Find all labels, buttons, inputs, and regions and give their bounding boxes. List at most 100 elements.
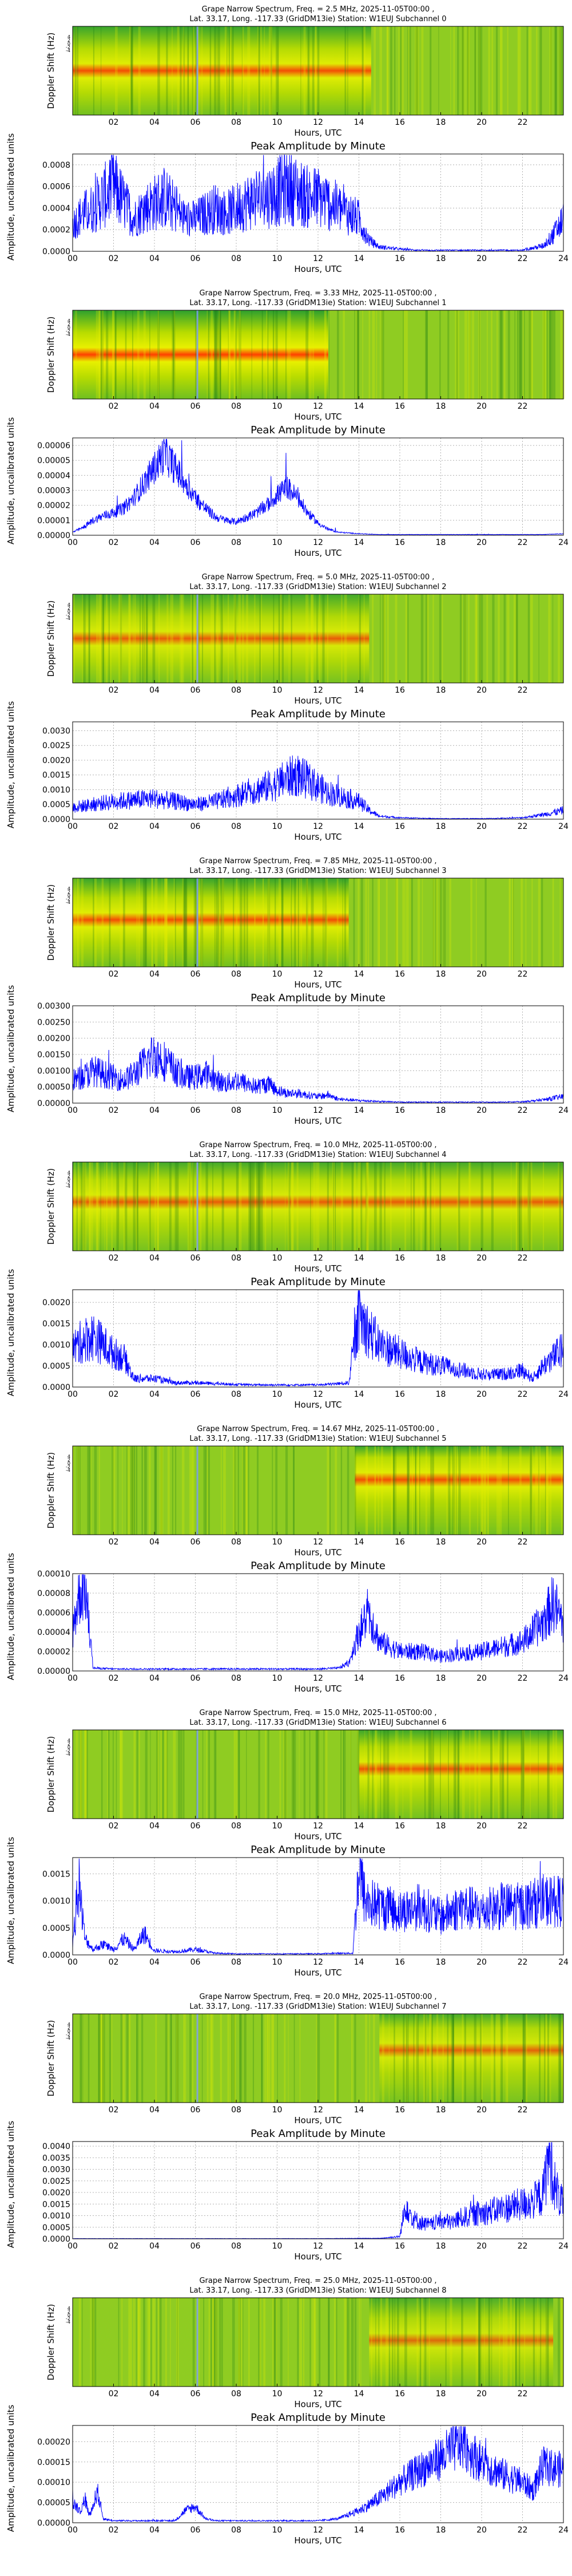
spectrogram-ytick-label: -4 — [66, 1468, 70, 1473]
spectrogram-streak — [192, 1162, 194, 1251]
spectrogram-streak — [214, 310, 217, 399]
amplitude-xtick-label: 08 — [231, 822, 241, 831]
spectrogram-streak — [157, 2298, 160, 2387]
spectrogram-streak — [261, 2014, 263, 2103]
spectrogram-xtick-label: 06 — [190, 1822, 201, 1831]
amplitude-xtick-label: 06 — [190, 1674, 201, 1683]
spectrogram-streak — [479, 26, 483, 115]
spectrogram-streak — [498, 1730, 501, 1819]
spectrogram-streak — [164, 878, 167, 967]
spectrogram-streak — [166, 1730, 168, 1819]
spectrogram-streak — [130, 1446, 133, 1535]
spectrogram-streak — [387, 594, 389, 683]
amplitude-xtick-label: 14 — [354, 1106, 364, 1115]
spectrogram-streak — [380, 310, 383, 399]
spectrogram-streak — [515, 2298, 517, 2387]
spectrogram-streak — [528, 1162, 530, 1251]
spectrogram-streak — [329, 1446, 331, 1535]
spectrogram-streak — [456, 310, 458, 399]
spectrogram-active-band — [73, 1162, 563, 1251]
amplitude-xtick-label: 04 — [149, 2526, 160, 2535]
spectrogram-streak — [142, 594, 144, 683]
spectrogram-streak — [408, 1446, 411, 1535]
amplitude-frame — [72, 1005, 564, 1104]
spectrogram-streak — [128, 594, 131, 683]
amplitude-xtick-label: 18 — [436, 1390, 446, 1399]
spectrogram-streak — [214, 310, 216, 399]
spectrogram-streak — [105, 1162, 108, 1251]
spectrogram-streak — [401, 26, 404, 115]
spectrogram-streak — [82, 1162, 84, 1251]
spectrogram-streak — [157, 1730, 159, 1819]
spectrogram-streak — [217, 26, 220, 115]
amplitude-xtick-label: 10 — [272, 1106, 283, 1115]
amplitude-ylabel: Amplitude, uncalibrated units — [6, 701, 16, 829]
amplitude-ytick-label: 0.0010 — [42, 785, 70, 795]
spectrogram-streak — [491, 26, 494, 115]
spectrogram-streak — [543, 310, 547, 399]
spectrogram-streak — [469, 310, 471, 399]
spectrogram-xtick-label: 14 — [354, 118, 364, 127]
spectrogram-streak — [216, 2298, 217, 2387]
spectrogram-streak — [357, 1730, 359, 1819]
spectrogram-streak — [554, 26, 557, 115]
spectrogram-streak — [552, 1730, 555, 1819]
spectrogram-streak — [523, 310, 525, 399]
spectrogram-streak — [167, 2014, 169, 2103]
amplitude-ytick-label: 0.00150 — [37, 1050, 70, 1060]
spectrogram-xtick-label: 04 — [149, 402, 160, 411]
spectrogram-xtick-label: 20 — [476, 1254, 487, 1263]
spectrogram-streak — [218, 310, 221, 399]
amplitude-xtick-label: 24 — [558, 1958, 569, 1967]
spectrogram-streak — [102, 594, 105, 683]
spectrogram-subtitle: Lat. 33.17, Long. -117.33 (GridDM13ie) S… — [189, 1151, 446, 1159]
spectrogram-streak — [144, 594, 146, 683]
spectrogram-streak — [166, 594, 169, 683]
spectrogram-ytick-label: 2 — [67, 38, 70, 43]
spectrogram-xtick-label: 18 — [436, 970, 446, 979]
spectrogram-streak — [214, 878, 216, 967]
spectrogram-streak — [499, 310, 502, 399]
amplitude-xtick-label: 24 — [558, 1674, 569, 1683]
spectrogram-streak — [228, 310, 231, 399]
amplitude-xtick-label: 12 — [313, 822, 323, 831]
spectrogram-streak — [281, 594, 284, 683]
spectrogram-streak — [365, 878, 367, 967]
spectrogram-streak — [463, 594, 466, 683]
amplitude-ytick-label: 0.00008 — [37, 1589, 70, 1598]
spectrogram-streak — [395, 1446, 396, 1535]
spectrogram-ytick-label: -2 — [66, 2316, 70, 2321]
spectrogram-streak — [300, 878, 303, 967]
spectrogram-streak — [430, 1162, 432, 1251]
spectrogram-streak — [544, 2014, 546, 2103]
spectrogram-streak — [145, 878, 148, 967]
spectrogram-streak — [425, 594, 428, 683]
spectrogram-streak — [356, 310, 360, 399]
spectrogram-streak — [400, 26, 402, 115]
amplitude-ytick-label: 0.0020 — [42, 2188, 70, 2198]
spectrogram-xtick-label: 12 — [313, 1254, 323, 1263]
spectrogram-streak — [297, 878, 300, 967]
spectrogram-streak — [351, 2014, 353, 2103]
spectrogram-streak — [274, 2298, 275, 2387]
spectrogram-streak — [136, 1446, 138, 1535]
spectrogram-streak — [178, 1730, 181, 1819]
amplitude-xtick-label: 16 — [395, 1674, 405, 1683]
spectrogram-streak — [201, 26, 203, 115]
spectrogram-streak — [210, 2298, 212, 2387]
spectrogram-streak — [353, 1162, 356, 1251]
amplitude-ytick-label: 0.0030 — [42, 2166, 70, 2175]
spectrogram-streak — [561, 878, 562, 967]
spectrogram-streak — [114, 310, 116, 399]
spectrogram-streak — [439, 594, 442, 683]
spectrogram-streak — [549, 1446, 552, 1535]
spectrogram-streak — [240, 878, 243, 967]
spectrogram-streak — [96, 1162, 98, 1251]
spectrogram-streak — [383, 594, 386, 683]
spectrogram-streak — [142, 878, 145, 967]
spectrogram-xtick-label: 14 — [354, 1822, 364, 1831]
spectrogram-streak — [198, 594, 200, 683]
amplitude-xtick-label: 06 — [190, 822, 201, 831]
spectrogram-ytick-label: 0 — [67, 893, 70, 898]
amplitude-xtick-label: 06 — [190, 2526, 201, 2535]
